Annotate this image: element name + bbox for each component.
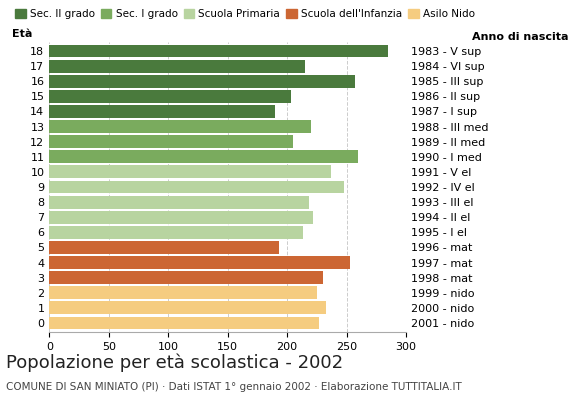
Text: Popolazione per età scolastica - 2002: Popolazione per età scolastica - 2002 [6,354,343,372]
Bar [49,135,293,148]
Bar [49,120,311,133]
Bar [49,45,388,58]
Bar [49,166,331,178]
Bar [49,211,313,224]
Bar [49,90,291,103]
Bar [49,150,358,163]
Bar [49,241,279,254]
Text: Anno di nascita: Anno di nascita [472,32,568,42]
Bar [49,271,323,284]
Bar [49,302,327,314]
Bar [49,286,317,299]
Legend: Sec. II grado, Sec. I grado, Scuola Primaria, Scuola dell'Infanzia, Asilo Nido: Sec. II grado, Sec. I grado, Scuola Prim… [11,5,479,24]
Bar [49,75,355,88]
Bar [49,226,303,239]
Bar [49,105,276,118]
Bar [49,180,344,194]
Bar [49,60,305,72]
Bar [49,196,309,208]
Text: COMUNE DI SAN MINIATO (PI) · Dati ISTAT 1° gennaio 2002 · Elaborazione TUTTITALI: COMUNE DI SAN MINIATO (PI) · Dati ISTAT … [6,382,462,392]
Text: Età: Età [12,29,32,39]
Bar [49,256,350,269]
Bar [49,316,319,329]
